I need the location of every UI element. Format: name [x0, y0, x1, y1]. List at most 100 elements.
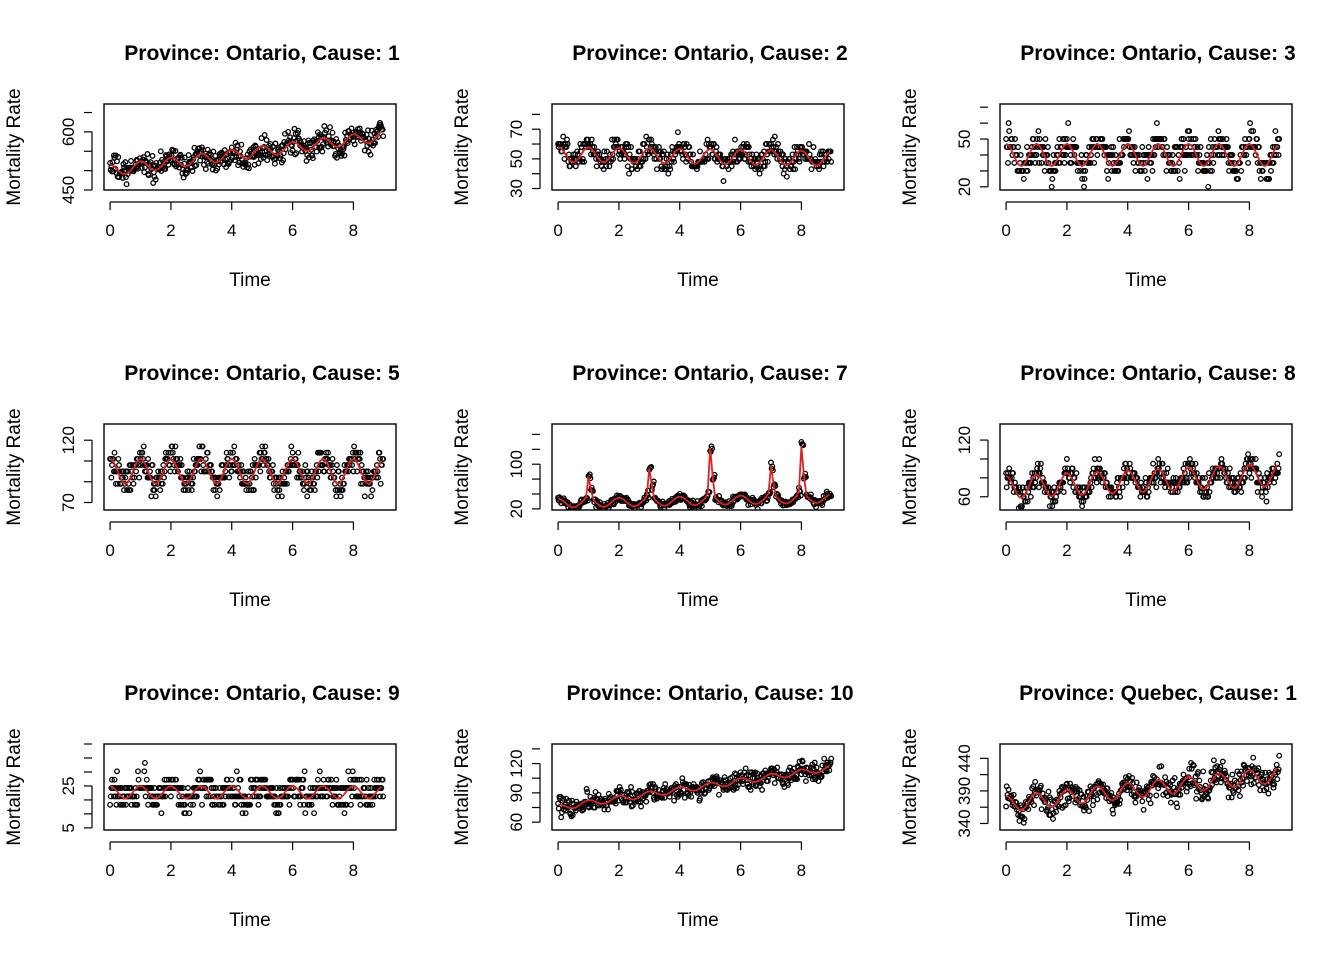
- x-axis-label: Time: [1125, 590, 1167, 611]
- data-point: [1259, 167, 1266, 174]
- data-point: [329, 129, 336, 136]
- data-point: [1238, 768, 1245, 775]
- data-point: [1243, 778, 1250, 785]
- data-point: [1219, 136, 1226, 142]
- panel-3: Province: Ontario, Cause: 30 2 4 6 8Time2050…: [900, 42, 1296, 291]
- x-tick-label: 6: [288, 541, 297, 560]
- data-point: [1182, 460, 1189, 467]
- data-point: [258, 135, 265, 142]
- data-point: [278, 493, 285, 500]
- data-point: [795, 155, 802, 162]
- data-point: [1063, 780, 1070, 787]
- data-point: [359, 480, 366, 487]
- data-point: [269, 462, 276, 469]
- x-tick-label: 8: [349, 541, 358, 560]
- data-point: [1036, 136, 1043, 142]
- data-point: [1266, 175, 1273, 182]
- data-point: [122, 801, 129, 808]
- data-point: [308, 801, 315, 808]
- data-point: [1086, 489, 1093, 495]
- data-point: [115, 154, 122, 161]
- data-point: [1119, 484, 1126, 491]
- data-point: [1159, 460, 1166, 467]
- data-point: [1074, 167, 1081, 174]
- data-point: [1060, 489, 1067, 495]
- data-point: [323, 449, 330, 456]
- y-tick-label: 50: [955, 130, 974, 149]
- data-point: [363, 468, 370, 475]
- data-point: [1037, 782, 1044, 789]
- data-point: [1070, 136, 1077, 142]
- data-point: [1250, 128, 1257, 135]
- data-point: [227, 449, 234, 456]
- data-point: [309, 785, 316, 791]
- plot-frame: [103, 103, 397, 191]
- data-point: [764, 158, 771, 165]
- data-point: [277, 801, 284, 808]
- y-tick-label: 120: [955, 426, 974, 454]
- data-point: [119, 175, 126, 181]
- data-point: [605, 806, 612, 813]
- x-tick-label: 6: [1184, 221, 1193, 240]
- data-point: [1045, 788, 1052, 795]
- data-point: [1216, 769, 1222, 776]
- data-point: [705, 155, 712, 162]
- data-point: [1038, 806, 1045, 813]
- data-point: [254, 793, 261, 800]
- data-point: [329, 801, 336, 808]
- data-point: [157, 148, 164, 155]
- x-axis-label: Time: [229, 590, 271, 611]
- data-point: [1215, 128, 1222, 135]
- data-point: [178, 785, 184, 791]
- data-point: [145, 455, 152, 462]
- data-point: [807, 491, 814, 498]
- y-tick-label: 50: [507, 149, 526, 168]
- data-point: [1099, 136, 1106, 142]
- data-point: [1117, 159, 1124, 166]
- data-point: [114, 768, 120, 775]
- data-point: [1256, 167, 1263, 174]
- data-point: [309, 152, 316, 159]
- data-point: [628, 784, 634, 790]
- x-tick-label: 6: [736, 861, 745, 880]
- data-point: [199, 801, 205, 808]
- data-point: [1101, 470, 1108, 477]
- fitted-line: [1005, 142, 1279, 168]
- data-point: [1246, 136, 1253, 142]
- data-point: [1143, 479, 1150, 486]
- data-points: [1003, 752, 1283, 826]
- data-point: [584, 788, 591, 795]
- data-point: [280, 157, 287, 164]
- data-point: [1235, 175, 1241, 182]
- data-point: [185, 152, 192, 159]
- data-point: [1268, 167, 1274, 174]
- data-point: [341, 152, 348, 159]
- data-point: [1134, 474, 1141, 481]
- data-point: [186, 810, 193, 817]
- data-point: [1217, 474, 1224, 481]
- data-point: [379, 776, 386, 783]
- x-axis: 0 2 4 6 8: [553, 201, 806, 240]
- data-point: [369, 801, 376, 808]
- data-point: [1216, 766, 1223, 773]
- data-point: [169, 776, 176, 783]
- data-point: [116, 785, 122, 791]
- data-point: [1168, 167, 1175, 174]
- data-point: [1229, 152, 1236, 158]
- x-tick-label: 6: [736, 541, 745, 560]
- data-point: [340, 801, 347, 808]
- data-point: [275, 810, 282, 817]
- data-point: [1263, 785, 1270, 792]
- data-point: [113, 801, 120, 808]
- data-point: [247, 468, 254, 475]
- data-point: [746, 784, 753, 790]
- y-tick-label: 20: [955, 177, 974, 196]
- x-tick-label: 8: [349, 221, 358, 240]
- x-axis: 0 2 4 6 8: [1001, 841, 1254, 880]
- data-point: [764, 497, 771, 504]
- data-point: [111, 776, 118, 783]
- data-point: [266, 147, 273, 154]
- data-point: [1250, 780, 1257, 787]
- data-point: [375, 776, 382, 783]
- panel-7: Province: Ontario, Cause: 9 0 2 4 6 8 Time 5 25 M…: [4, 682, 400, 931]
